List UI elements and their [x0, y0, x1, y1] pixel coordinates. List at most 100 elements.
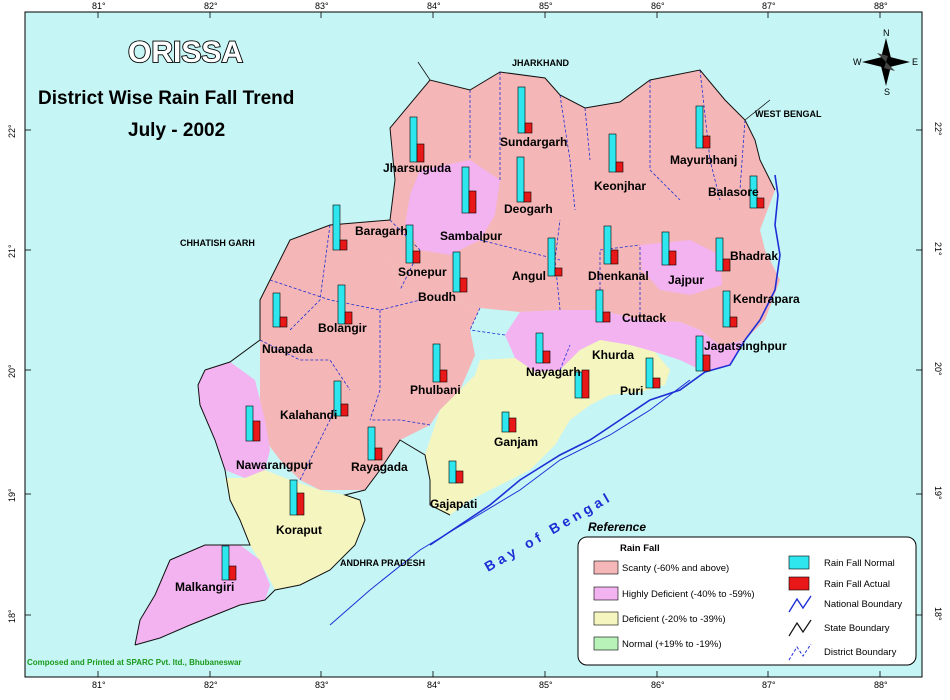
lat-tick-label-left: 21° — [7, 244, 17, 258]
bar-normal-sundargarh — [517, 86, 526, 134]
district-label-bhadrak: Bhadrak — [730, 249, 778, 263]
bar-actual-jajpur — [668, 250, 677, 266]
lon-tick-label-bottom: 81° — [92, 680, 106, 690]
district-label-khurda: Khurda — [592, 348, 634, 362]
lon-tick-label-bottom: 85° — [539, 680, 553, 690]
bar-actual-bhadrak — [722, 258, 731, 272]
bar-normal-bolangir — [337, 284, 346, 325]
bar-normal-sambalpur — [461, 166, 470, 214]
lat-tick-label-right: 22° — [933, 122, 943, 136]
bar-normal-malkangiri — [221, 545, 230, 581]
legend-box — [577, 536, 917, 666]
bar-actual-malkangiri — [228, 565, 237, 581]
legend-label-rf-actual: Rain Fall Actual — [824, 579, 890, 590]
bar-normal-deogarh — [516, 156, 525, 203]
label-andhra-pradesh: ANDHRA PRADESH — [340, 558, 425, 568]
bar-actual-keonjhar — [615, 161, 624, 173]
map-credit: Composed and Printed at SPARC Pvt. ltd.,… — [27, 658, 242, 667]
bar-normal-jajpur — [661, 231, 670, 266]
map-subtitle-line1: District Wise Rain Fall Trend — [38, 88, 294, 109]
district-label-jharsuguda: Jharsuguda — [383, 161, 451, 175]
district-label-malkangiri: Malkangiri — [175, 580, 234, 594]
district-label-sundargarh: Sundargarh — [500, 135, 567, 149]
bar-normal-nawarangpur — [245, 405, 254, 442]
bar-actual-khurda — [581, 369, 590, 399]
bar-actual-balasore — [756, 197, 765, 209]
lon-tick-label-bottom: 83° — [315, 680, 329, 690]
district-label-kendrapara: Kendrapara — [733, 292, 800, 306]
bar-normal-dhenkanal — [603, 225, 612, 265]
legend-swatch-rf-actual — [788, 576, 810, 591]
district-label-boudh: Boudh — [418, 290, 456, 304]
map-title: ORISSA — [128, 36, 243, 69]
lon-tick-label-top: 85° — [539, 1, 553, 11]
latitude-ticks-left: 22° 21° 20° 19° 18° — [7, 124, 31, 623]
district-label-dhenkanal: Dhenkanal — [588, 269, 649, 283]
bar-normal-jagatsinghpur — [695, 335, 704, 372]
district-label-keonjhar: Keonjhar — [594, 179, 646, 193]
legend-label-rf-normal: Rain Fall Normal — [824, 558, 895, 569]
bar-normal-jharsuguda — [409, 116, 418, 163]
bar-actual-phulbani — [439, 369, 448, 383]
bar-actual-dhenkanal — [610, 249, 619, 265]
bar-actual-ganjam — [508, 417, 517, 433]
district-label-nuapada: Nuapada — [262, 342, 313, 356]
bar-normal-boudh — [452, 251, 461, 293]
district-label-kalahandi: Kalahandi — [280, 408, 337, 422]
district-label-deogarh: Deogarh — [504, 202, 553, 216]
bar-normal-koraput — [289, 479, 298, 516]
bar-actual-cuttack — [602, 311, 611, 323]
bar-actual-nawarangpur — [252, 420, 261, 442]
bar-actual-puri — [652, 377, 661, 389]
bar-normal-angul — [547, 237, 556, 277]
bar-normal-cuttack — [595, 289, 604, 323]
longitude-ticks-bottom: 81° 82° 83° 84° 85° 86° 87° 88° — [92, 671, 888, 690]
bar-normal-nuapada — [272, 292, 281, 328]
bar-actual-baragarh — [339, 239, 348, 251]
legend-state-boundary-icon — [788, 619, 812, 637]
lat-tick-label-right: 19° — [933, 486, 943, 500]
region-south-deficient — [425, 340, 670, 515]
bar-normal-gajapati — [448, 460, 457, 484]
district-label-cuttack: Cuttack — [622, 311, 666, 325]
label-jharkhand: JHARKHAND — [512, 58, 570, 68]
lat-tick-label-left: 20° — [7, 364, 17, 378]
bar-actual-kalahandi — [340, 403, 349, 417]
longitude-ticks-top: 81° 82° 83° 84° 85° 86° 87° 88° — [92, 1, 888, 18]
lat-tick-label-right: 18° — [933, 607, 943, 621]
bar-actual-rayagada — [374, 447, 383, 461]
district-label-baragarh: Baragarh — [355, 224, 408, 238]
compass-s: S — [884, 87, 890, 97]
bar-actual-nuapada — [279, 316, 288, 328]
lat-tick-label-right: 20° — [933, 362, 943, 376]
legend-label-state: State Boundary — [824, 623, 890, 634]
legend-title: Reference — [588, 520, 646, 534]
district-labels: Jharsuguda Sundargarh Keonjhar Mayurbhanj De… — [175, 135, 800, 594]
compass-n: N — [883, 28, 890, 38]
lat-tick-label-left: 19° — [7, 488, 17, 502]
legend-label-highly-deficient: Highly Deficient (-40% to -59%) — [622, 589, 755, 600]
bar-actual-deogarh — [523, 191, 532, 203]
bar-normal-keonjhar — [608, 133, 617, 173]
lon-tick-label-bottom: 86° — [651, 680, 665, 690]
label-west-bengal: WEST BENGAL — [755, 109, 822, 119]
bar-normal-mayurbhanj — [695, 105, 704, 149]
legend-district-boundary-icon — [788, 643, 812, 661]
district-label-sonepur: Sonepur — [398, 265, 447, 279]
bar-actual-koraput — [296, 492, 305, 516]
bar-actual-sambalpur — [468, 190, 477, 214]
legend-swatch-scanty — [593, 560, 619, 575]
legend-swatch-deficient — [593, 611, 619, 626]
bar-normal-bhadrak — [715, 237, 724, 272]
region-west-scanty — [260, 220, 480, 490]
lat-tick-label-left: 22° — [7, 124, 17, 138]
map-subtitle-line2: July - 2002 — [128, 120, 225, 141]
region-jajpur — [640, 240, 722, 295]
bar-actual-gajapati — [455, 470, 464, 484]
bar-normal-puri — [645, 357, 654, 389]
district-label-angul: Angul — [512, 269, 546, 283]
lon-tick-label-top: 83° — [315, 1, 329, 11]
legend-subtitle: Rain Fall — [620, 543, 660, 554]
